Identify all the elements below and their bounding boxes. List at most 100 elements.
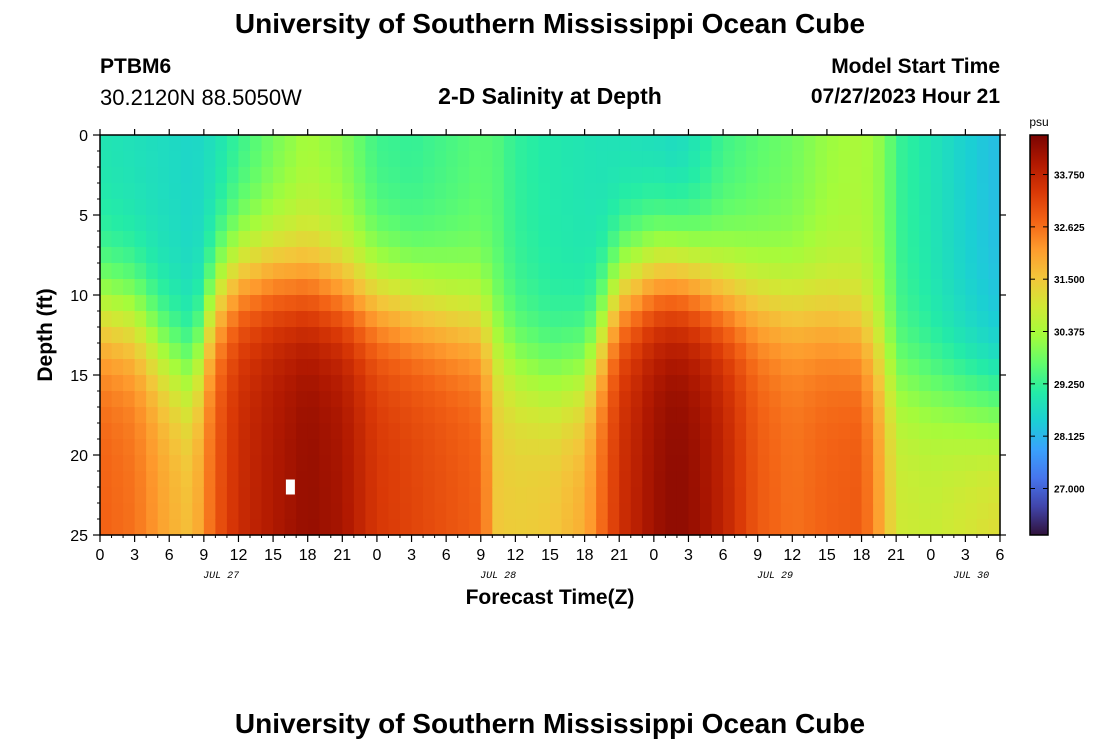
heatmap-cell xyxy=(330,487,343,504)
heatmap-cell xyxy=(457,327,470,344)
heatmap-cell xyxy=(850,471,863,488)
heatmap-cell xyxy=(803,391,816,408)
heatmap-cell xyxy=(446,375,459,392)
heatmap-cell xyxy=(330,247,343,264)
heatmap-cell xyxy=(492,503,505,520)
heatmap-cell xyxy=(376,471,390,488)
heatmap-cell xyxy=(550,375,563,392)
heatmap-cell xyxy=(815,343,828,360)
heatmap-cell xyxy=(123,391,136,408)
heatmap-cell xyxy=(850,311,863,328)
heatmap-cell xyxy=(676,231,690,248)
heatmap-cell xyxy=(584,215,597,232)
heatmap-cell xyxy=(653,391,666,408)
heatmap-cell xyxy=(157,295,170,312)
heatmap-cell xyxy=(792,231,805,248)
heatmap-cell xyxy=(965,503,978,520)
heatmap-cell xyxy=(273,215,286,232)
heatmap-cell xyxy=(769,519,782,536)
heatmap-cell xyxy=(250,231,263,248)
heatmap-cell xyxy=(688,231,701,248)
heatmap-cell xyxy=(376,263,390,280)
heatmap-cell xyxy=(803,487,816,504)
heatmap-cell xyxy=(180,439,193,456)
heatmap-cell xyxy=(180,423,193,440)
heatmap-cell xyxy=(561,263,574,280)
heatmap-cell xyxy=(550,231,563,248)
heatmap-cell xyxy=(342,487,355,504)
date-label: JUL 28 xyxy=(480,571,516,582)
heatmap-cell xyxy=(169,167,182,184)
heatmap-cell xyxy=(826,391,840,408)
heatmap-cell xyxy=(134,391,147,408)
heatmap-cell xyxy=(884,199,897,216)
heatmap-cell xyxy=(653,247,666,264)
heatmap-cell xyxy=(769,503,782,520)
heatmap-cell xyxy=(469,471,482,488)
heatmap-cell xyxy=(734,375,747,392)
heatmap-cell xyxy=(446,183,459,200)
heatmap-cell xyxy=(423,199,436,216)
heatmap-cell xyxy=(746,135,759,152)
heatmap-cell xyxy=(515,471,528,488)
heatmap-cell xyxy=(492,407,505,424)
heatmap-cell xyxy=(734,199,747,216)
heatmap-cell xyxy=(157,231,170,248)
heatmap-cell xyxy=(711,471,724,488)
heatmap-cell xyxy=(826,311,840,328)
heatmap-cell xyxy=(469,295,482,312)
heatmap-cell xyxy=(284,183,297,200)
heatmap-cell xyxy=(434,455,447,472)
heatmap-cell xyxy=(423,215,436,232)
x-tick-label: 3 xyxy=(961,547,970,564)
heatmap-cell xyxy=(907,199,920,216)
heatmap-cell xyxy=(919,151,932,168)
heatmap-cell xyxy=(838,519,851,536)
heatmap-cell xyxy=(619,295,632,312)
heatmap-cell xyxy=(123,215,136,232)
heatmap-cell xyxy=(653,327,666,344)
heatmap-cell xyxy=(792,487,805,504)
heatmap-cell xyxy=(480,167,493,184)
heatmap-cell xyxy=(884,455,897,472)
heatmap-cell xyxy=(100,487,113,504)
heatmap-cell xyxy=(100,151,113,168)
heatmap-cell xyxy=(584,503,597,520)
heatmap-cell xyxy=(330,359,343,376)
heatmap-cell xyxy=(515,151,528,168)
heatmap-cell xyxy=(907,247,920,264)
heatmap-cell xyxy=(988,295,1001,312)
heatmap-cell xyxy=(180,375,193,392)
heatmap-cell xyxy=(861,327,874,344)
heatmap-cell xyxy=(157,327,170,344)
heatmap-cell xyxy=(642,471,655,488)
heatmap-cell xyxy=(307,327,320,344)
heatmap-cell xyxy=(769,215,782,232)
heatmap-cell xyxy=(965,151,978,168)
heatmap-cell xyxy=(446,247,459,264)
heatmap-cell xyxy=(480,263,493,280)
heatmap-cell xyxy=(653,487,666,504)
heatmap-cell xyxy=(365,247,378,264)
heatmap-cell xyxy=(376,167,390,184)
heatmap-cell xyxy=(607,375,620,392)
heatmap-cell xyxy=(976,151,990,168)
heatmap-cell xyxy=(353,151,366,168)
heatmap-cell xyxy=(665,231,678,248)
heatmap-cell xyxy=(169,215,182,232)
heatmap-cell xyxy=(503,135,516,152)
model-start-value: 07/27/2023 Hour 21 xyxy=(810,85,1000,108)
heatmap-cell xyxy=(884,327,897,344)
heatmap-cell xyxy=(296,295,309,312)
heatmap-cell xyxy=(988,503,1001,520)
heatmap-cell xyxy=(457,439,470,456)
heatmap-cell xyxy=(146,455,159,472)
heatmap-cell xyxy=(353,487,366,504)
heatmap-cell xyxy=(457,295,470,312)
heatmap-cell xyxy=(573,423,586,440)
heatmap-cell xyxy=(665,167,678,184)
heatmap-cell xyxy=(930,215,943,232)
heatmap-cell xyxy=(896,215,909,232)
heatmap-cell xyxy=(953,391,966,408)
heatmap-cell xyxy=(446,199,459,216)
